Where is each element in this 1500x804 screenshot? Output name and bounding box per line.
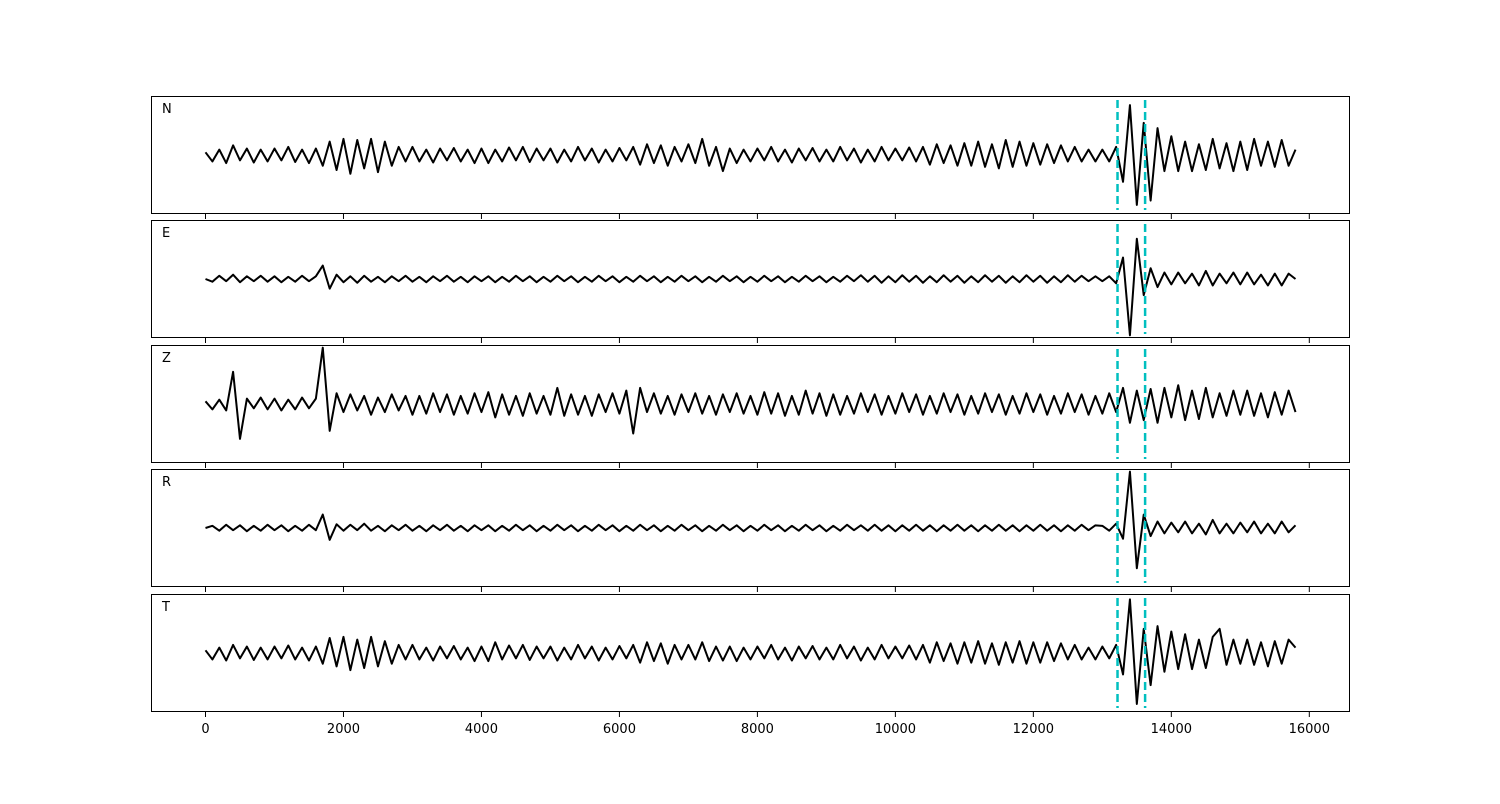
x-tick-label: 10000 <box>875 722 916 737</box>
waveform <box>204 104 1297 206</box>
x-tick-label: 2000 <box>327 722 360 737</box>
panel-label: T <box>161 600 170 615</box>
x-tick-label: 14000 <box>1151 722 1192 737</box>
panel-frame <box>151 469 1350 587</box>
panel-label: R <box>162 475 171 490</box>
x-tick-label: 0 <box>201 722 209 737</box>
panel-label: E <box>162 226 170 241</box>
panel-frame <box>151 345 1350 463</box>
x-tick-label: 4000 <box>465 722 498 737</box>
waveform <box>204 346 1297 440</box>
panel-frame <box>151 96 1350 214</box>
waveform <box>205 237 1297 337</box>
panel-frame <box>151 594 1350 712</box>
x-tick-label: 8000 <box>741 722 774 737</box>
x-tick-label: 16000 <box>1289 722 1330 737</box>
x-tick-label: 6000 <box>603 722 636 737</box>
panel-label: N <box>162 102 172 117</box>
panel-label: Z <box>162 351 171 366</box>
x-tick-label: 12000 <box>1013 722 1054 737</box>
waveform <box>204 598 1297 705</box>
panel-frame <box>151 220 1350 338</box>
waveform <box>205 470 1297 570</box>
